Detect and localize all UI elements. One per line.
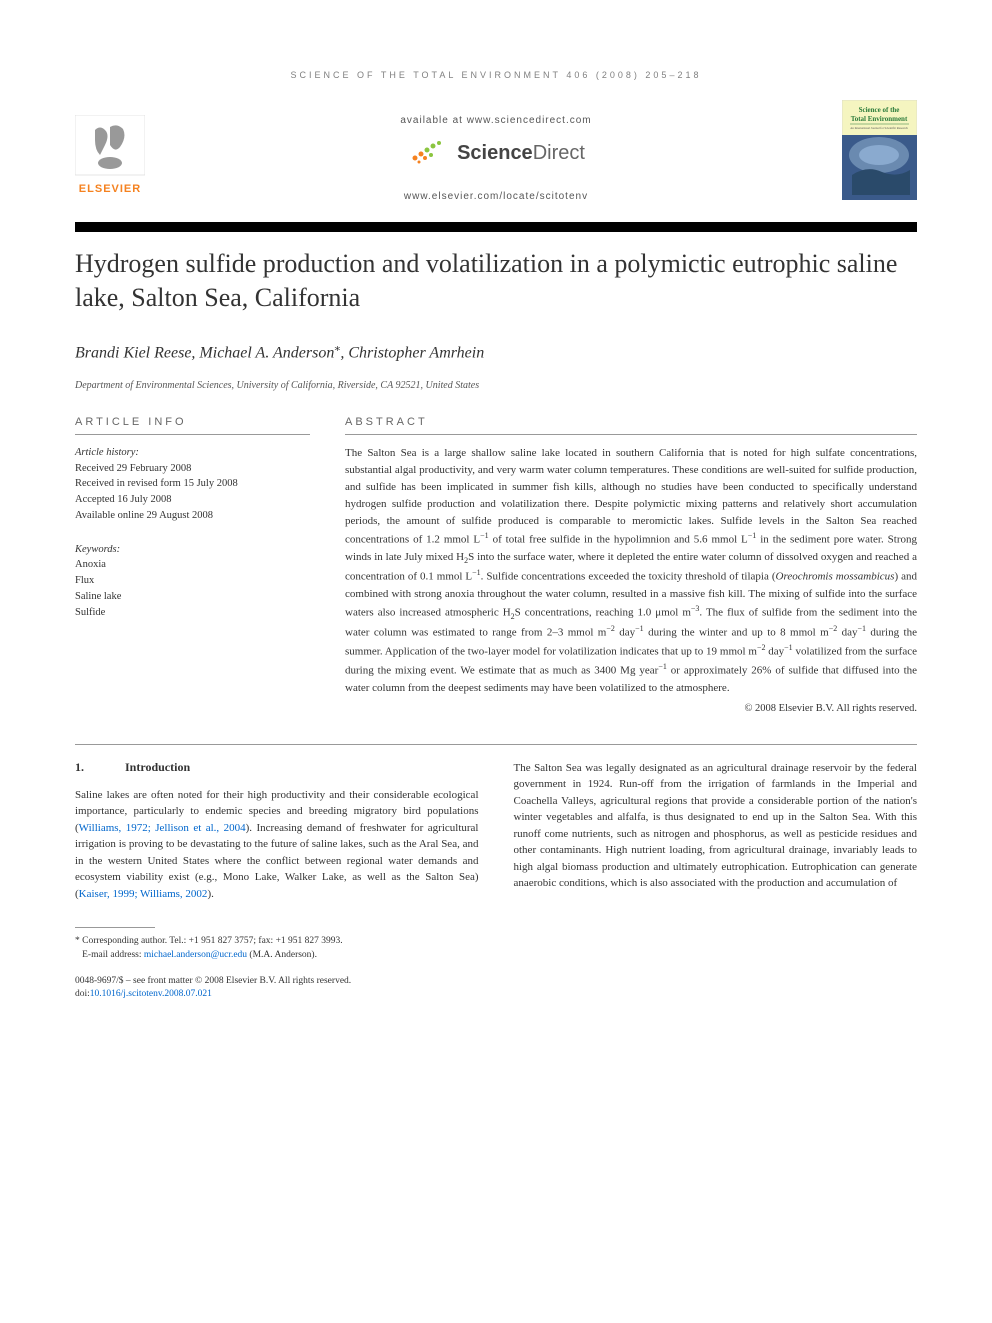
- keyword: Saline lake: [75, 589, 310, 605]
- thin-rule: [75, 434, 310, 435]
- article-info-label: ARTICLE INFO: [75, 416, 310, 428]
- article-history: Article history: Received 29 February 20…: [75, 445, 310, 524]
- history-label: Article history:: [75, 445, 310, 461]
- svg-text:Total Environment: Total Environment: [851, 115, 908, 123]
- authors: Brandi Kiel Reese, Michael A. Anderson⁎,…: [75, 340, 917, 362]
- keyword: Sulfide: [75, 605, 310, 621]
- intro-col-left: 1.Introduction Saline lakes are often no…: [75, 760, 479, 903]
- doi-line: doi:10.1016/j.scitotenv.2008.07.021: [75, 988, 917, 1001]
- abstract-text: The Salton Sea is a large shallow saline…: [345, 445, 917, 697]
- affiliation: Department of Environmental Sciences, Un…: [75, 380, 917, 391]
- keywords-label: Keywords:: [75, 542, 310, 558]
- thin-rule: [345, 434, 917, 435]
- journal-url: www.elsevier.com/locate/scitotenv: [75, 191, 917, 202]
- intro-heading: 1.Introduction: [75, 760, 479, 775]
- issn-line: 0048-9697/$ – see front matter © 2008 El…: [75, 975, 917, 988]
- email-link[interactable]: michael.anderson@ucr.edu: [144, 950, 247, 960]
- section-heading-text: Introduction: [125, 760, 190, 774]
- info-abstract-row: ARTICLE INFO Article history: Received 2…: [75, 416, 917, 714]
- svg-text:ELSEVIER: ELSEVIER: [79, 183, 141, 195]
- accepted-date: Accepted 16 July 2008: [75, 492, 310, 508]
- elsevier-logo: ELSEVIER: [75, 115, 145, 205]
- intro-text-right: The Salton Sea was legally designated as…: [514, 760, 918, 892]
- svg-text:Science of the: Science of the: [859, 106, 900, 114]
- email-line: E-mail address: michael.anderson@ucr.edu…: [75, 948, 917, 962]
- section-number: 1.: [75, 760, 125, 775]
- keyword: Flux: [75, 573, 310, 589]
- sciencedirect-text: ScienceDirect: [457, 142, 585, 165]
- svg-text:An International Journal for S: An International Journal for Scientific …: [850, 126, 908, 130]
- sciencedirect-icon: [407, 136, 447, 171]
- keywords-block: Keywords: Anoxia Flux Saline lake Sulfid…: [75, 542, 310, 621]
- running-header: SCIENCE OF THE TOTAL ENVIRONMENT 406 (20…: [75, 70, 917, 80]
- footer-rule: [75, 927, 155, 928]
- received-date: Received 29 February 2008: [75, 461, 310, 477]
- article-title: Hydrogen sulfide production and volatili…: [75, 247, 917, 315]
- abstract-copyright: © 2008 Elsevier B.V. All rights reserved…: [345, 703, 917, 714]
- journal-cover: Science of the Total Environment An Inte…: [842, 100, 917, 205]
- abstract-column: ABSTRACT The Salton Sea is a large shall…: [345, 416, 917, 714]
- header-area: ELSEVIER Science of the Total Environmen…: [75, 115, 917, 202]
- section-divider: [75, 744, 917, 745]
- footer: * Corresponding author. Tel.: +1 951 827…: [75, 927, 917, 1001]
- revised-date: Received in revised form 15 July 2008: [75, 476, 310, 492]
- online-date: Available online 29 August 2008: [75, 508, 310, 524]
- available-text: available at www.sciencedirect.com: [75, 115, 917, 126]
- footer-bottom: 0048-9697/$ – see front matter © 2008 El…: [75, 975, 917, 1002]
- corresponding-author: * Corresponding author. Tel.: +1 951 827…: [75, 934, 917, 948]
- intro-text-left: Saline lakes are often noted for their h…: [75, 787, 479, 903]
- email-author: (M.A. Anderson).: [249, 950, 317, 960]
- article-info-column: ARTICLE INFO Article history: Received 2…: [75, 416, 310, 714]
- black-rule: [75, 222, 917, 232]
- abstract-label: ABSTRACT: [345, 416, 917, 428]
- intro-col-right: The Salton Sea was legally designated as…: [514, 760, 918, 903]
- keyword: Anoxia: [75, 557, 310, 573]
- email-label: E-mail address:: [82, 950, 141, 960]
- sciencedirect-logo: ScienceDirect: [75, 136, 917, 171]
- intro-columns: 1.Introduction Saline lakes are often no…: [75, 760, 917, 903]
